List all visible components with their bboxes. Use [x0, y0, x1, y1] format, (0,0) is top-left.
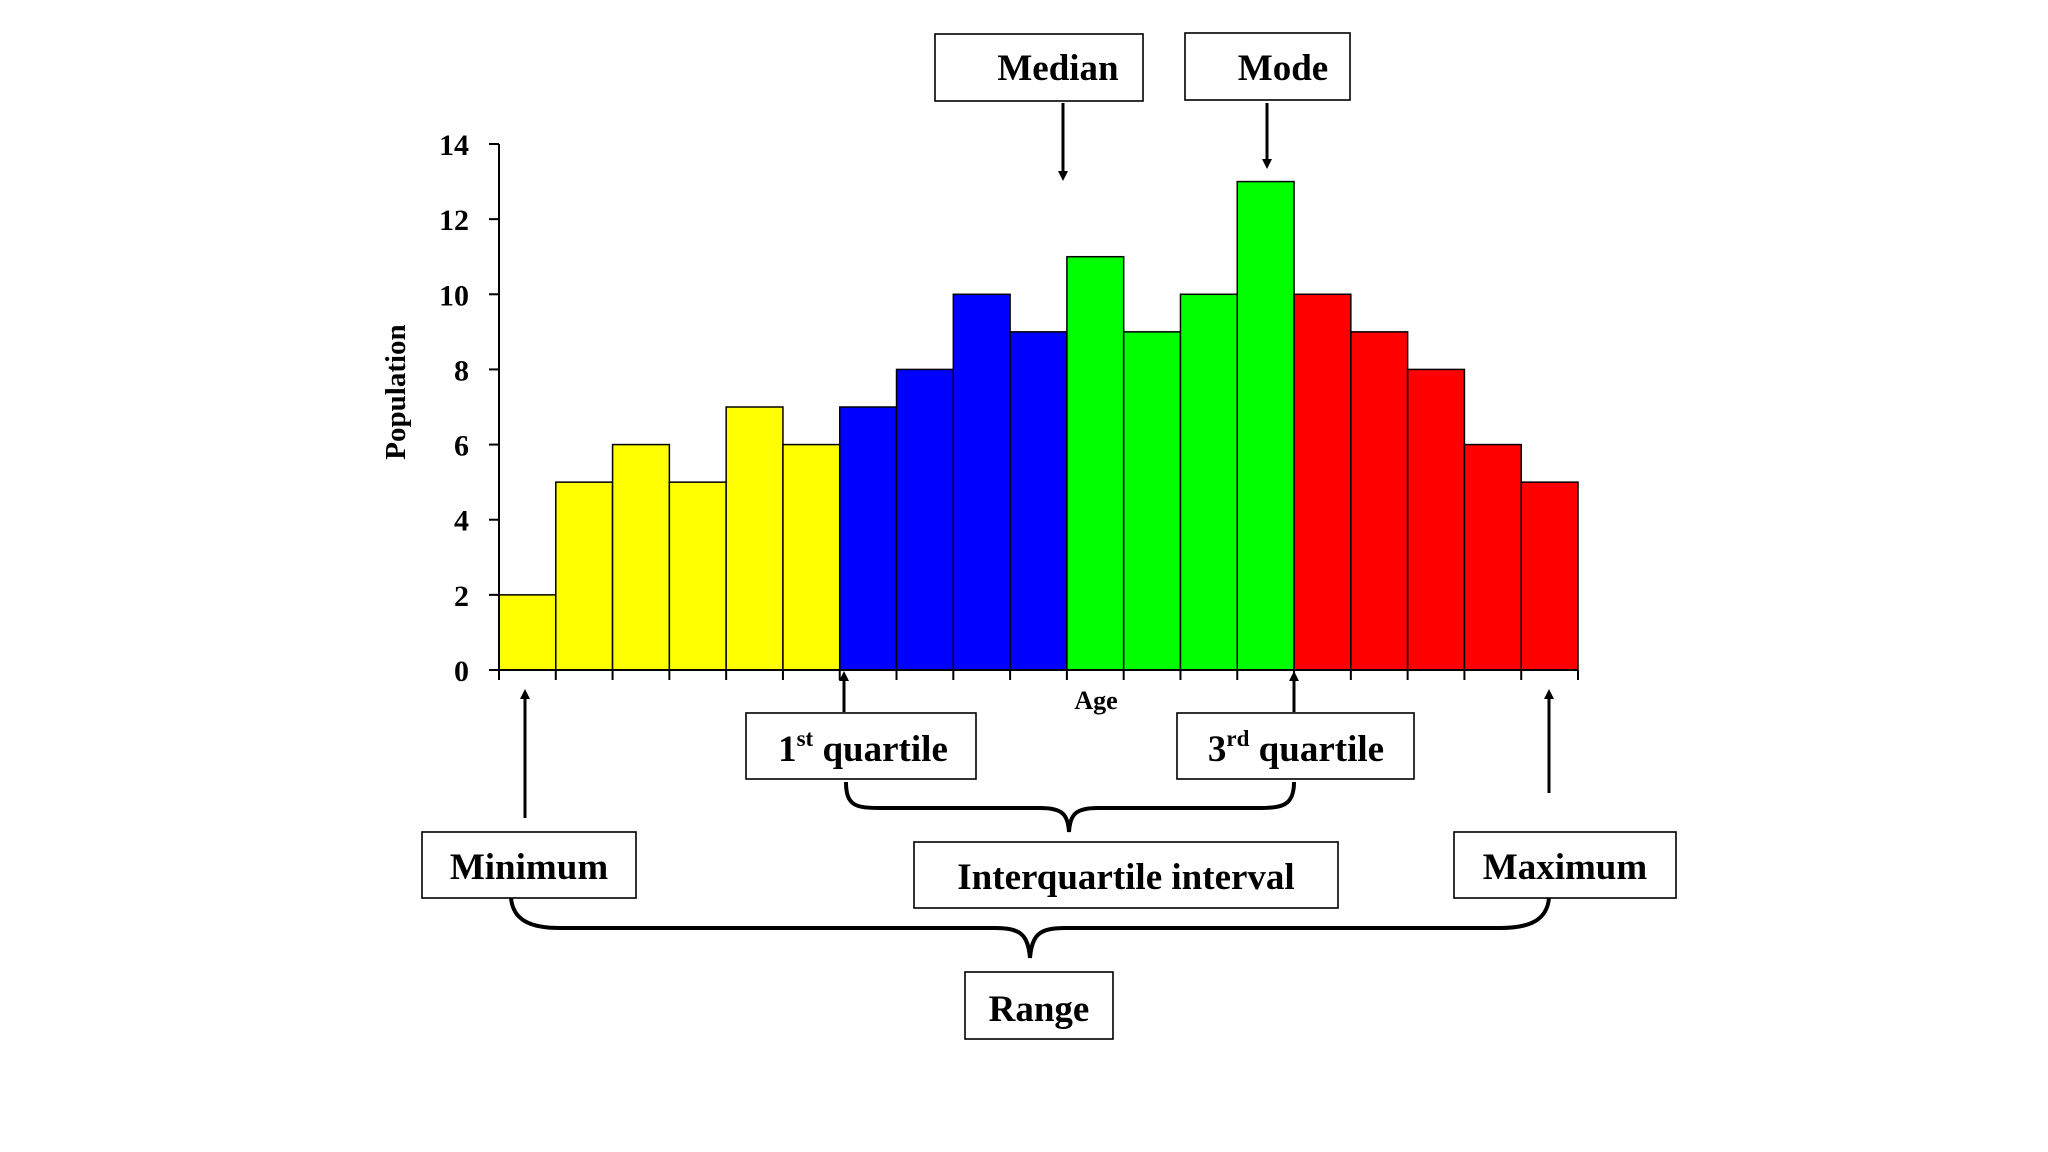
mode-annotation: Mode	[1184, 32, 1351, 169]
first-quartile-annotation: 1st quartile	[745, 671, 977, 780]
axes	[498, 144, 1578, 671]
bar	[668, 481, 727, 671]
mode-label: Mode	[1238, 48, 1328, 89]
y-axis-label: Population	[380, 324, 412, 459]
bar	[611, 443, 671, 671]
y-tick-label: 0	[454, 655, 469, 688]
y-tick-label: 8	[454, 354, 469, 387]
y-tick-label: 4	[454, 505, 469, 538]
y-tick-label: 2	[454, 580, 469, 613]
bar	[1122, 331, 1182, 671]
x-axis-label: Age	[1074, 686, 1117, 715]
y-tick-label: 12	[439, 204, 469, 237]
x-ticks	[498, 670, 1579, 680]
range-brace	[509, 897, 1551, 959]
y-ticks: 0 2 4 6 8 10 12 14	[439, 129, 499, 688]
bar	[1066, 255, 1125, 671]
y-tick-label: 6	[454, 430, 469, 463]
maximum-annotation: Maximum	[1453, 689, 1677, 899]
bar	[1009, 331, 1068, 671]
third-quartile-box	[1176, 712, 1415, 780]
bar	[1406, 368, 1466, 671]
bar	[838, 406, 898, 671]
bar	[952, 293, 1011, 671]
maximum-label: Maximum	[1483, 847, 1648, 888]
median-label: Median	[997, 48, 1119, 89]
bar	[725, 406, 784, 671]
first-quartile-sup: st	[797, 726, 814, 751]
bar-series	[498, 180, 1579, 671]
interquartile-brace	[844, 781, 1296, 833]
median-annotation: Median	[934, 33, 1144, 181]
range-label: Range	[989, 989, 1090, 1030]
third-quartile-annotation: 3rd quartile	[1176, 671, 1415, 780]
third-quartile-num: 3	[1208, 729, 1227, 770]
bar	[895, 368, 955, 671]
minimum-annotation: Minimum	[421, 689, 637, 899]
first-quartile-box	[745, 712, 977, 780]
range-box	[964, 971, 1114, 1040]
median-box	[934, 33, 1144, 102]
bar	[782, 443, 841, 671]
bar	[555, 481, 614, 671]
y-tick-label: 10	[439, 279, 469, 312]
interquartile-annotation: Interquartile interval	[913, 841, 1339, 909]
first-quartile-num: 1	[778, 729, 797, 770]
minimum-box	[421, 831, 637, 899]
minimum-label: Minimum	[450, 847, 608, 888]
bar	[1520, 481, 1579, 671]
bar	[1236, 180, 1295, 671]
third-quartile-label: 3rd quartile	[1208, 726, 1384, 770]
first-quartile-word: quartile	[813, 729, 948, 770]
range-annotation: Range	[964, 971, 1114, 1040]
bar	[1179, 293, 1239, 671]
bar	[1293, 293, 1352, 671]
first-quartile-label: 1st quartile	[778, 726, 948, 770]
interquartile-label: Interquartile interval	[957, 857, 1294, 898]
interquartile-box	[913, 841, 1339, 909]
y-tick-label: 14	[439, 129, 469, 162]
mode-box	[1184, 32, 1351, 101]
bar	[1463, 443, 1522, 671]
bar	[498, 594, 557, 671]
maximum-box	[1453, 831, 1677, 899]
third-quartile-word: quartile	[1249, 729, 1384, 770]
third-quartile-sup: rd	[1226, 726, 1249, 751]
bar	[1350, 331, 1409, 671]
